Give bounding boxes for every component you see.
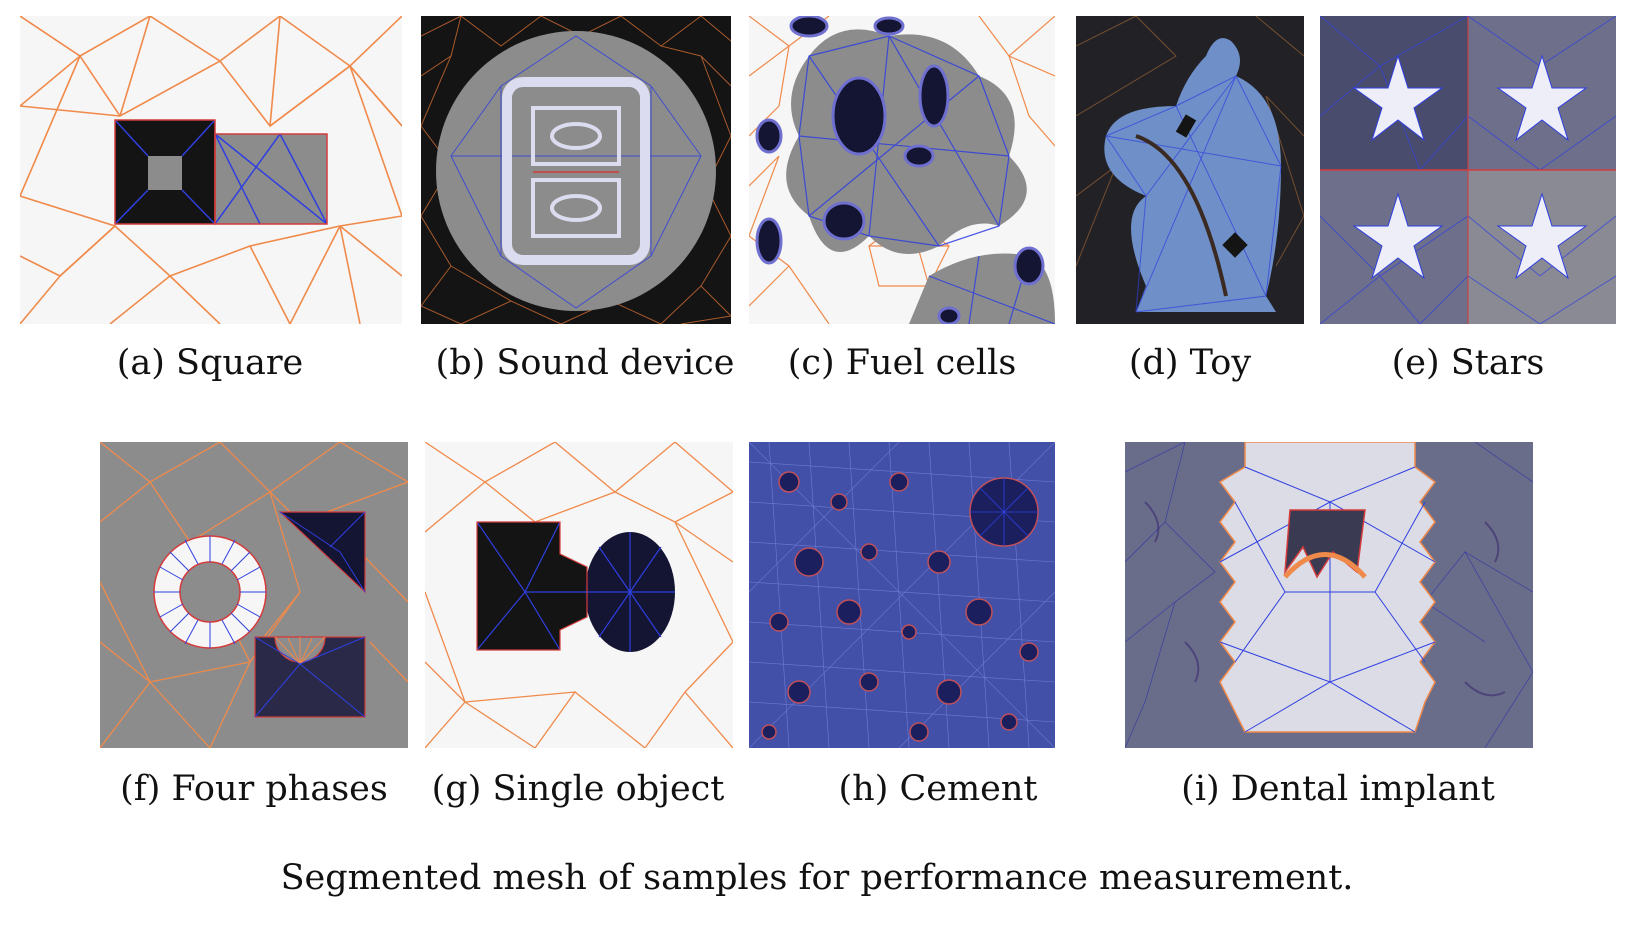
figure-caption: Segmented mesh of samples for performanc… — [280, 858, 1354, 898]
stars-mesh-image — [1320, 16, 1616, 324]
sound-device-mesh-image — [421, 16, 731, 324]
single-object-mesh-image — [425, 442, 733, 748]
four-phases-mesh-image — [100, 442, 408, 748]
caption-single-object: (g) Single object — [431, 769, 725, 809]
panel-single-object — [425, 442, 733, 748]
caption-four-phases: (f) Four phases — [120, 769, 388, 809]
dental-implant-mesh-image — [1125, 442, 1533, 748]
caption-stars: (e) Stars — [1391, 343, 1545, 383]
panel-cement — [749, 442, 1055, 748]
panel-four-phases — [100, 442, 408, 748]
panel-square — [20, 16, 402, 324]
caption-fuel-cells: (c) Fuel cells — [787, 343, 1017, 383]
square-mesh-image — [20, 16, 402, 324]
panel-dental-implant — [1125, 442, 1533, 748]
caption-toy: (d) Toy — [1128, 343, 1252, 383]
panel-fuel-cells — [749, 16, 1055, 324]
caption-sound-device: (b) Sound device — [435, 343, 735, 383]
caption-cement: (h) Cement — [838, 769, 1038, 809]
toy-mesh-image — [1076, 16, 1304, 324]
panel-toy — [1076, 16, 1304, 324]
panel-sound-device — [421, 16, 731, 324]
caption-dental-implant: (i) Dental implant — [1181, 769, 1495, 809]
panel-stars — [1320, 16, 1616, 324]
caption-square: (a) Square — [116, 343, 304, 383]
cement-mesh-image — [749, 442, 1055, 748]
fuel-cells-mesh-image — [749, 16, 1055, 324]
